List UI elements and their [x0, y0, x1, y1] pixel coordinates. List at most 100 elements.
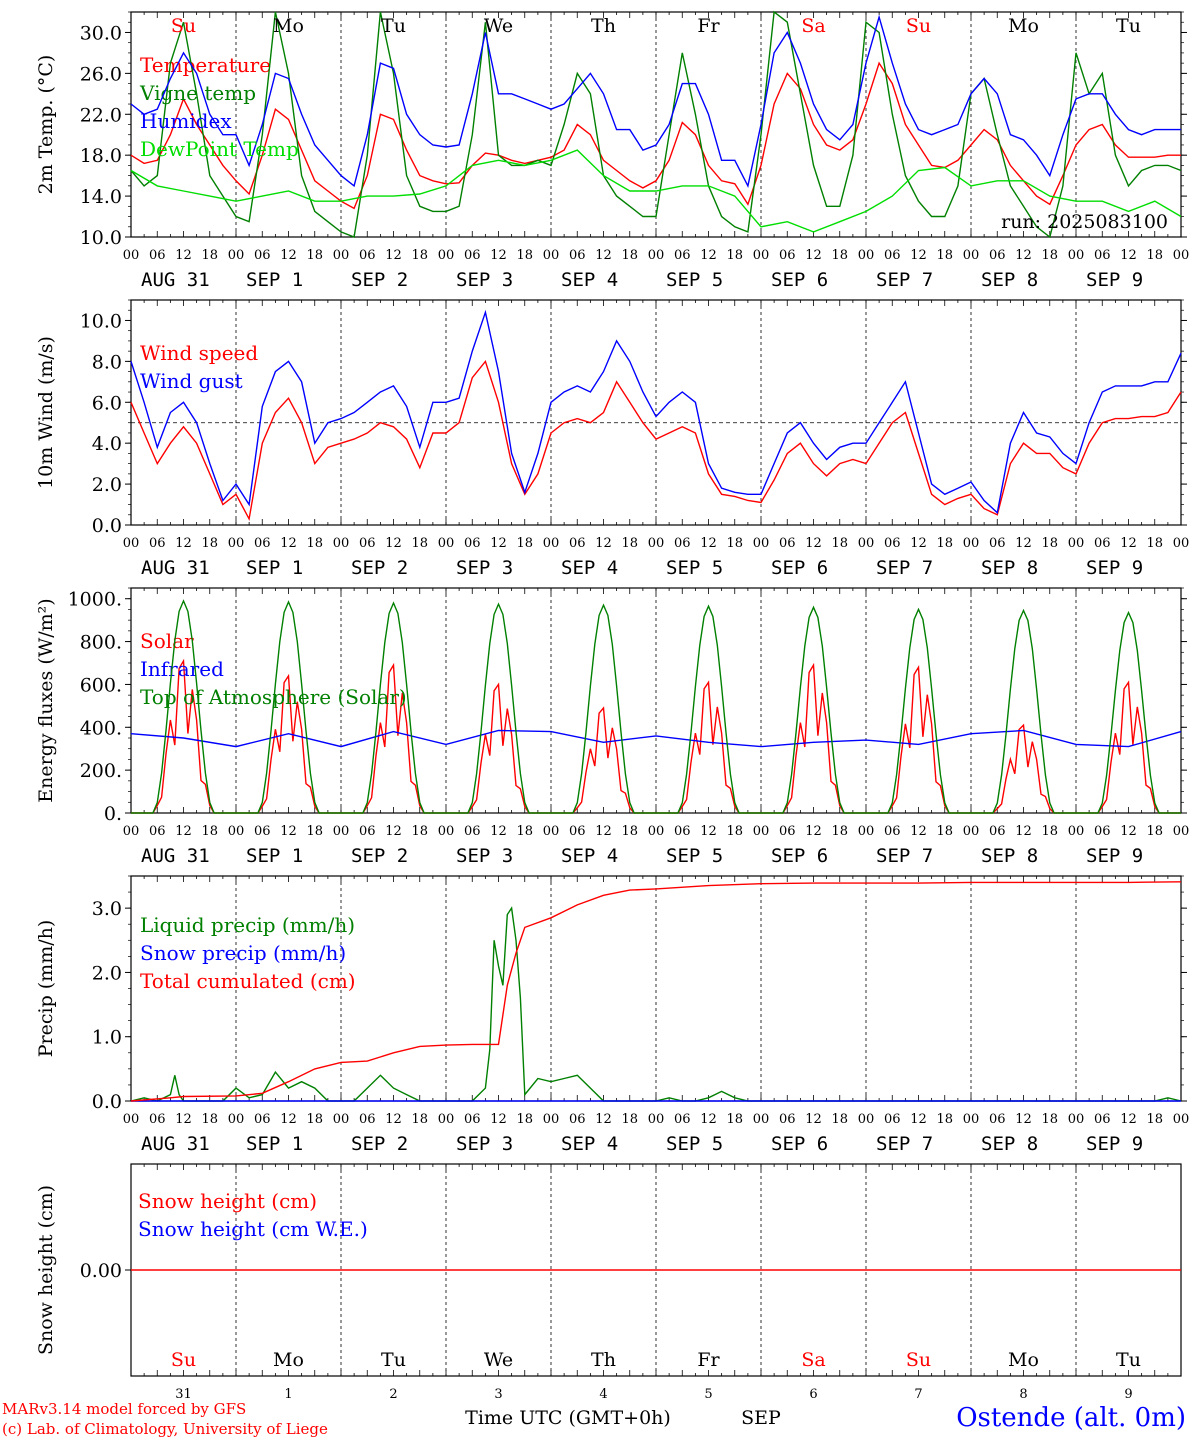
date-label: SEP 3	[456, 557, 513, 579]
hour-tick-label: 12	[280, 1112, 297, 1127]
hour-tick-label: 06	[569, 248, 586, 263]
date-label: SEP 8	[981, 557, 1038, 579]
hour-tick-label: 00	[858, 1112, 875, 1127]
legend-entry: Snow precip (mm/h)	[140, 941, 346, 965]
hour-tick-label: 18	[726, 536, 743, 551]
date-label: SEP 9	[1086, 557, 1143, 579]
legend-entry: Humidex	[140, 109, 232, 133]
hour-tick-label: 00	[1173, 248, 1190, 263]
hour-tick-label: 18	[621, 248, 638, 263]
hour-tick-label: 00	[753, 1112, 770, 1127]
hour-tick-label: 12	[595, 536, 612, 551]
hour-tick-label: 00	[228, 536, 245, 551]
series-line-top-of-atmosphere-solar-	[131, 599, 1181, 814]
hour-tick-label: 12	[1120, 536, 1137, 551]
day-abbr: We	[484, 1349, 513, 1371]
hour-tick-label: 12	[595, 248, 612, 263]
hour-tick-label: 06	[989, 824, 1006, 839]
day-number: 31	[175, 1387, 192, 1402]
panel-frame	[130, 11, 1182, 238]
hour-tick-label: 18	[201, 248, 218, 263]
y-tick-label: 600.	[80, 674, 122, 696]
date-label: SEP 5	[666, 1133, 723, 1155]
day-abbr: Th	[591, 15, 616, 37]
footer-station: Ostende (alt. 0m)	[956, 1403, 1186, 1433]
hour-tick-label: 00	[858, 824, 875, 839]
hour-tick-label: 06	[149, 824, 166, 839]
day-number: 4	[599, 1387, 607, 1402]
hour-tick-label: 00	[438, 1112, 455, 1127]
hour-tick-label: 00	[858, 536, 875, 551]
hour-tick-label: 06	[149, 248, 166, 263]
hour-tick-label: 18	[1146, 248, 1163, 263]
date-label: SEP 8	[981, 1133, 1038, 1155]
hour-tick-label: 00	[1068, 248, 1085, 263]
y-tick-label: 1000.	[68, 589, 122, 611]
hour-tick-label: 06	[359, 824, 376, 839]
day-number: 1	[284, 1387, 292, 1402]
hour-tick-label: 12	[280, 824, 297, 839]
hour-tick-label: 00	[963, 536, 980, 551]
day-abbr: We	[484, 15, 513, 37]
run-label: run: 2025083100	[1001, 211, 1168, 233]
series-line-vigne-temp	[130, 10, 1182, 239]
hour-tick-label: 18	[726, 248, 743, 263]
day-abbr: Mo	[273, 1349, 304, 1371]
hour-tick-label: 06	[359, 248, 376, 263]
series-line-dewpoint-temp	[130, 149, 1182, 233]
date-label: SEP 2	[351, 557, 408, 579]
hour-tick-label: 06	[464, 1112, 481, 1127]
date-label: SEP 9	[1086, 845, 1143, 867]
hour-tick-label: 00	[963, 248, 980, 263]
y-tick-label: 4.0	[92, 433, 122, 455]
y-tick-label: 0.0	[92, 1091, 122, 1113]
legend-entry: Wind speed	[140, 341, 258, 365]
hour-tick-label: 18	[306, 248, 323, 263]
hour-tick-label: 06	[149, 536, 166, 551]
series-line-temperature	[130, 61, 1181, 210]
day-number: 7	[914, 1387, 922, 1402]
date-label: SEP 4	[561, 557, 618, 579]
hour-tick-label: 12	[385, 536, 402, 551]
hour-tick-label: 18	[1041, 536, 1058, 551]
hour-tick-label: 00	[543, 824, 560, 839]
hour-tick-label: 06	[1094, 824, 1111, 839]
panel-5: 0.00 Snow height (cm) Snow height (cm) Snow…	[35, 1163, 1182, 1402]
hour-tick-label: 06	[674, 1112, 691, 1127]
day-abbr: Su	[906, 15, 931, 37]
hour-tick-label: 12	[700, 536, 717, 551]
panel-3: 0. 200. 400. 600. 800. 1000. Energy fluxes (W/…	[35, 587, 1189, 867]
hour-tick-label: 12	[175, 248, 192, 263]
y-tick-label: 18.0	[80, 145, 122, 167]
hour-tick-label: 00	[753, 248, 770, 263]
hour-tick-label: 00	[1173, 1112, 1190, 1127]
date-label: AUG 31	[141, 1133, 210, 1155]
hour-tick-label: 18	[201, 1112, 218, 1127]
y-tick-label: 0.	[104, 803, 122, 825]
hour-tick-label: 06	[464, 824, 481, 839]
footer-time-label: Time UTC (GMT+0h)	[465, 1407, 671, 1429]
date-label: SEP 5	[666, 845, 723, 867]
hour-tick-label: 12	[805, 824, 822, 839]
date-label: SEP 6	[771, 557, 828, 579]
hour-tick-label: 06	[674, 536, 691, 551]
y-tick-label: 3.0	[92, 898, 122, 920]
hour-tick-label: 06	[254, 248, 271, 263]
date-label: AUG 31	[141, 557, 210, 579]
series-line-solar	[131, 658, 1181, 814]
hour-tick-label: 18	[936, 824, 953, 839]
y-axis-label: 10m Wind (m/s)	[35, 336, 57, 489]
day-abbr: Sa	[801, 1349, 825, 1371]
day-abbr: Mo	[1008, 1349, 1039, 1371]
day-abbr: Fr	[697, 15, 720, 37]
hour-tick-label: 18	[936, 536, 953, 551]
day-abbr: Tu	[1116, 15, 1141, 37]
hour-tick-label: 12	[1015, 248, 1032, 263]
day-abbr: Su	[171, 1349, 196, 1371]
date-label: SEP 2	[351, 1133, 408, 1155]
hour-tick-label: 18	[306, 1112, 323, 1127]
series-line-wind-gust	[130, 309, 1182, 515]
date-label: SEP 4	[561, 845, 618, 867]
hour-tick-label: 06	[1094, 1112, 1111, 1127]
y-tick-label: 800.	[80, 632, 122, 654]
